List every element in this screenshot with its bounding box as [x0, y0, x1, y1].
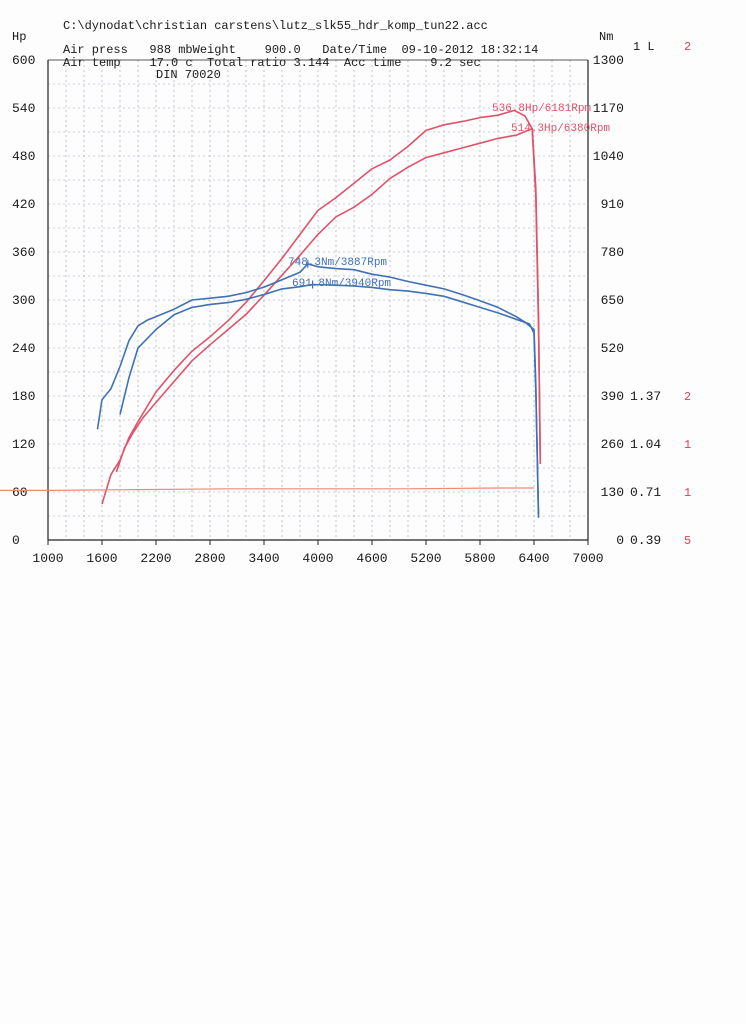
peak-annotation: 748.3Nm/3887Rpm [288, 257, 387, 269]
x-tick-label: 6400 [518, 551, 549, 566]
right-unit-label: Nm [599, 30, 614, 44]
header-line-2: Air temp 17.0 c Total ratio 3.144 Acc ti… [63, 56, 481, 70]
left-unit-label: Hp [12, 30, 27, 44]
x-tick-label: 5200 [410, 551, 441, 566]
y-left-tick-label: 300 [12, 293, 35, 308]
y-right-tick-label: 390 [601, 389, 624, 404]
series-line-1 [101, 109, 542, 505]
y-left-tick-label: 0 [12, 533, 20, 548]
x-tick-label: 3400 [248, 551, 279, 566]
series-line-5 [0, 487, 534, 491]
y-right3-tick-label: 2 [684, 390, 691, 404]
y-right-tick-label: 910 [601, 197, 624, 212]
file-path: C:\dynodat\christian carstens\lutz_slk55… [63, 19, 488, 33]
y-right-tick-label: 780 [601, 245, 624, 260]
y-right3-tick-label: 5 [684, 534, 691, 548]
x-tick-label: 1600 [86, 551, 117, 566]
header-line-3: DIN 70020 [156, 68, 221, 82]
right3-unit-label: 2 [684, 40, 692, 54]
peak-annotation: 691.8Nm/3940Rpm [292, 278, 391, 290]
y-right-tick-label: 0 [616, 533, 624, 548]
y-left-tick-label: 60 [12, 485, 28, 500]
peak-annotation: 514.3Hp/6380Rpm [511, 123, 610, 135]
y-right2-tick-label: 1.04 [630, 437, 661, 452]
y-right-tick-label: 1170 [593, 101, 624, 116]
series-line-2 [115, 128, 542, 473]
peak-annotation: 536.8Hp/6181Rpm [492, 103, 591, 115]
y-right2-tick-label: 0.71 [630, 485, 661, 500]
y-left-tick-label: 420 [12, 197, 35, 212]
x-tick-label: 4600 [356, 551, 387, 566]
y-left-tick-label: 360 [12, 245, 35, 260]
x-tick-label: 1000 [32, 551, 63, 566]
header-line-1: Air press 988 mbWeight 900.0 Date/Time 0… [63, 43, 539, 57]
x-tick-label: 7000 [572, 551, 603, 566]
y-right-tick-label: 520 [601, 341, 624, 356]
y-left-tick-label: 240 [12, 341, 35, 356]
y-right2-tick-label: 0.39 [630, 533, 661, 548]
x-tick-label: 5800 [464, 551, 495, 566]
right2-unit-label: 1 L [633, 40, 655, 54]
y-right-tick-label: 260 [601, 437, 624, 452]
y-right-tick-label: 1300 [593, 53, 624, 68]
y-left-tick-label: 600 [12, 53, 35, 68]
y-right3-tick-label: 1 [684, 486, 691, 500]
y-right-tick-label: 650 [601, 293, 624, 308]
series-line-4 [119, 283, 540, 515]
y-left-tick-label: 120 [12, 437, 35, 452]
x-tick-label: 2800 [194, 551, 225, 566]
x-tick-label: 4000 [302, 551, 333, 566]
y-left-tick-label: 540 [12, 101, 35, 116]
y-right-tick-label: 130 [601, 485, 624, 500]
y-left-tick-label: 180 [12, 389, 35, 404]
x-tick-label: 2200 [140, 551, 171, 566]
y-left-tick-label: 480 [12, 149, 35, 164]
y-right-tick-label: 1040 [593, 149, 624, 164]
y-right2-tick-label: 1.37 [630, 389, 661, 404]
y-right3-tick-label: 1 [684, 438, 691, 452]
